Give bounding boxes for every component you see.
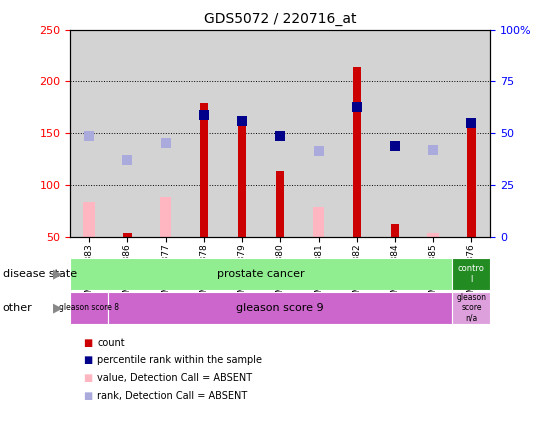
Bar [238, 118, 246, 237]
Text: disease state: disease state [3, 269, 77, 279]
Bar [414, 30, 452, 237]
Bar [70, 30, 108, 237]
Text: ▶: ▶ [53, 268, 63, 280]
Bar [452, 292, 490, 324]
Text: ■: ■ [84, 373, 93, 383]
Text: gleason score 9: gleason score 9 [237, 303, 324, 313]
Text: contro
l: contro l [458, 264, 485, 283]
Title: GDS5072 / 220716_at: GDS5072 / 220716_at [204, 12, 356, 26]
Bar [353, 67, 361, 237]
Text: value, Detection Call = ABSENT: value, Detection Call = ABSENT [97, 373, 252, 383]
Text: percentile rank within the sample: percentile rank within the sample [97, 355, 262, 365]
Bar [337, 30, 376, 237]
Bar [313, 207, 324, 237]
Bar [467, 125, 475, 237]
Bar [108, 30, 147, 237]
Text: ■: ■ [84, 338, 93, 348]
Bar [108, 292, 452, 324]
Text: prostate cancer: prostate cancer [217, 269, 305, 279]
Bar [276, 170, 285, 237]
Text: rank, Detection Call = ABSENT: rank, Detection Call = ABSENT [97, 391, 247, 401]
Text: ▶: ▶ [53, 302, 63, 314]
Bar [70, 292, 108, 324]
Bar [261, 30, 299, 237]
Bar [452, 30, 490, 237]
Text: gleason
score
n/a: gleason score n/a [457, 293, 486, 323]
Bar [84, 202, 95, 237]
Bar [185, 30, 223, 237]
Bar [223, 30, 261, 237]
Bar [199, 103, 208, 237]
Bar [376, 30, 414, 237]
Bar [147, 30, 185, 237]
Bar [299, 30, 337, 237]
Bar [427, 233, 439, 237]
Text: ■: ■ [84, 355, 93, 365]
Bar [160, 198, 171, 237]
Bar [391, 225, 399, 237]
Bar [123, 233, 132, 237]
Text: other: other [3, 303, 32, 313]
Bar [452, 258, 490, 290]
Text: gleason score 8: gleason score 8 [59, 303, 119, 312]
Text: ■: ■ [84, 391, 93, 401]
Text: count: count [97, 338, 125, 348]
